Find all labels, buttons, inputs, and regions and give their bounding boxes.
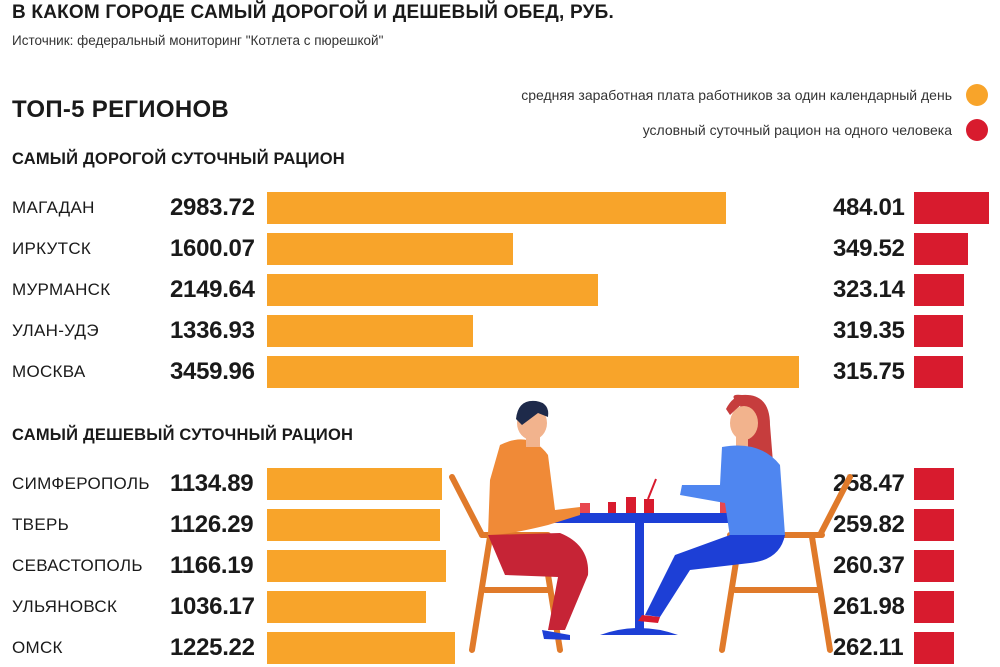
salary-bar bbox=[267, 550, 446, 582]
salary-bar bbox=[267, 591, 426, 623]
salary-value-label: 1036.17 bbox=[170, 593, 255, 620]
ration-value-label: 259.82 bbox=[833, 511, 905, 538]
ration-bar bbox=[914, 591, 954, 623]
legend-item-ration: условный суточный рацион на одного челов… bbox=[643, 119, 988, 141]
chart-title: В КАКОМ ГОРОДЕ САМЫЙ ДОРОГОЙ И ДЕШЕВЫЙ О… bbox=[12, 2, 614, 23]
salary-bar bbox=[267, 509, 440, 541]
salary-value-label: 1134.89 bbox=[170, 470, 254, 497]
salary-value-label: 3459.96 bbox=[170, 358, 255, 385]
legend-dot-ration bbox=[966, 119, 988, 141]
legend-label-salary: средняя заработная плата работников за о… bbox=[521, 87, 952, 103]
ration-bar bbox=[914, 192, 989, 224]
chart-subtitle: ТОП-5 РЕГИОНОВ bbox=[12, 96, 230, 123]
ration-bar bbox=[914, 509, 954, 541]
section-title-cheap: САМЫЙ ДЕШЕВЫЙ СУТОЧНЫЙ РАЦИОН bbox=[12, 426, 354, 444]
category-label: ИРКУТСК bbox=[12, 239, 92, 258]
ration-bar bbox=[914, 274, 964, 306]
salary-value-label: 1600.07 bbox=[170, 235, 255, 262]
ration-value-label: 349.52 bbox=[833, 235, 905, 262]
salary-value-label: 2983.72 bbox=[170, 194, 255, 221]
section-title-expensive: САМЫЙ ДОРОГОЙ СУТОЧНЫЙ РАЦИОН bbox=[12, 150, 345, 168]
salary-value-label: 1336.93 bbox=[170, 317, 255, 344]
source-note: Источник: федеральный мониторинг "Котлет… bbox=[12, 33, 384, 48]
salary-bar bbox=[267, 356, 799, 388]
ration-value-label: 315.75 bbox=[833, 358, 905, 385]
salary-bar bbox=[267, 632, 455, 664]
cafe-illustration bbox=[449, 394, 853, 653]
salary-value-label: 1225.22 bbox=[170, 634, 255, 661]
category-label: УЛАН-УДЭ bbox=[12, 321, 99, 340]
salary-bar bbox=[267, 233, 513, 265]
category-label: МОСКВА bbox=[12, 362, 86, 381]
ration-bar bbox=[914, 356, 963, 388]
ration-value-label: 260.37 bbox=[833, 552, 905, 579]
ration-bar bbox=[914, 468, 954, 500]
ration-value-label: 484.01 bbox=[833, 194, 905, 221]
ration-value-label: 261.98 bbox=[833, 593, 905, 620]
category-label: ОМСК bbox=[12, 638, 63, 657]
salary-bar bbox=[267, 315, 473, 347]
ration-value-label: 319.35 bbox=[833, 317, 905, 344]
category-label: УЛЬЯНОВСК bbox=[12, 597, 118, 616]
salary-bar bbox=[267, 468, 442, 500]
salary-bar bbox=[267, 274, 598, 306]
ration-bar bbox=[914, 315, 963, 347]
category-label: СИМФЕРОПОЛЬ bbox=[12, 474, 150, 493]
ration-bar bbox=[914, 550, 954, 582]
salary-value-label: 1126.29 bbox=[170, 511, 254, 538]
salary-bar bbox=[267, 192, 726, 224]
salary-value-label: 1166.19 bbox=[170, 552, 254, 579]
category-label: МАГАДАН bbox=[12, 198, 95, 217]
ration-bar bbox=[914, 233, 968, 265]
salary-value-label: 2149.64 bbox=[170, 276, 255, 303]
legend-item-salary: средняя заработная плата работников за о… bbox=[521, 84, 988, 106]
man-figure-icon bbox=[488, 400, 589, 640]
ration-bar bbox=[914, 632, 954, 664]
category-label: МУРМАНСК bbox=[12, 280, 111, 299]
legend-dot-salary bbox=[966, 84, 988, 106]
category-label: СЕВАСТОПОЛЬ bbox=[12, 556, 143, 575]
woman-figure-icon bbox=[638, 394, 785, 623]
ration-value-label: 323.14 bbox=[833, 276, 905, 303]
legend-label-ration: условный суточный рацион на одного челов… bbox=[642, 122, 952, 138]
table-icon bbox=[540, 513, 746, 635]
ration-value-label: 262.11 bbox=[833, 634, 904, 661]
cups-icon bbox=[580, 478, 730, 513]
category-label: ТВЕРЬ bbox=[12, 515, 70, 534]
